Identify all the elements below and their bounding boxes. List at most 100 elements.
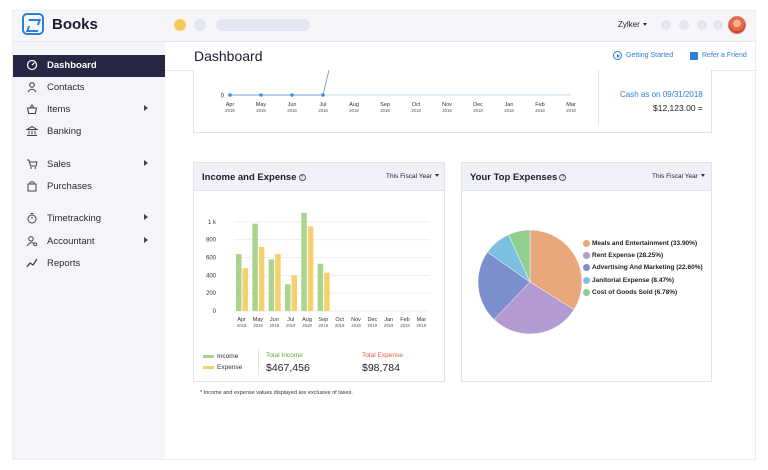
- expense-legend-swatch: [203, 366, 214, 369]
- notification-dot-icon[interactable]: [174, 19, 186, 31]
- cash-year-label: 2018: [473, 108, 483, 113]
- help-circle-icon[interactable]: ?: [298, 174, 306, 181]
- x-tick-year: 2019: [417, 323, 427, 328]
- pie-legend-item[interactable]: Cost of Goods Sold (6.78%): [583, 288, 677, 296]
- period-dropdown[interactable]: This Fiscal Year: [652, 173, 705, 180]
- expense-bar[interactable]: [242, 268, 249, 311]
- getting-started-link[interactable]: Getting Started: [626, 52, 674, 59]
- pie-slice[interactable]: [508, 229, 531, 283]
- recent-activity-icon[interactable]: [194, 19, 206, 31]
- cash-flow-chart: 0Apr2018May2018Jun2018Jul2018Aug2018Sep2…: [221, 70, 576, 113]
- expense-bar[interactable]: [324, 272, 330, 311]
- card-title: Your Top Expenses?: [470, 172, 567, 183]
- card-header: Income and Expense? This Fiscal Year: [194, 163, 444, 191]
- sidebar-item-timetracking[interactable]: Timetracking: [12, 208, 165, 230]
- period-label: This Fiscal Year: [652, 173, 698, 180]
- cash-month-label: Dec: [473, 102, 483, 108]
- sidebar-item-accountant[interactable]: Accountant: [12, 231, 165, 253]
- legend-dot-icon: [583, 276, 590, 284]
- cash-amount-suffix: =: [697, 103, 703, 113]
- refer-friend-link[interactable]: Refer a Friend: [702, 52, 747, 59]
- expense-bar[interactable]: [291, 275, 298, 311]
- play-circle-icon[interactable]: [613, 51, 622, 60]
- cash-year-label: 2018: [535, 108, 545, 113]
- x-tick-label: Aug: [302, 317, 312, 323]
- x-tick-year: 2019: [335, 323, 345, 328]
- cash-point[interactable]: [321, 93, 325, 97]
- pie-legend-item[interactable]: Meals and Entertainment (33.90%): [583, 240, 697, 247]
- quick-create-icon[interactable]: [661, 20, 671, 30]
- sidebar-item-purchases[interactable]: Purchases: [12, 176, 165, 198]
- y-tick-label: 0: [213, 309, 217, 315]
- expense-legend-label: Expense: [217, 364, 243, 371]
- org-switcher[interactable]: Zylker: [618, 20, 647, 29]
- cash-flow-card: 0 Apr 2018 May 2018 Jun 2018 Jul 2018 Aug 2018 Sep 2…: [193, 70, 712, 133]
- building-icon[interactable]: [690, 52, 698, 60]
- chevron-right-icon: [144, 105, 148, 111]
- totals-separator: [258, 349, 259, 375]
- x-tick-year: 2019: [286, 323, 296, 328]
- pie-slice[interactable]: [477, 251, 531, 320]
- cash-month-label: Sep: [380, 102, 390, 108]
- chevron-down-icon: [700, 174, 705, 177]
- pie-legend-item[interactable]: Janitorial Expense (8.47%): [583, 276, 674, 284]
- legend-dot-icon: [583, 264, 590, 272]
- sidebar-item-contacts[interactable]: Contacts: [12, 77, 165, 99]
- cash-month-label: May: [256, 102, 267, 108]
- pie-slice[interactable]: [493, 281, 575, 335]
- sidebar-item-dashboard[interactable]: Dashboard: [12, 55, 165, 77]
- income-bar[interactable]: [252, 223, 258, 311]
- income-bar[interactable]: [317, 263, 324, 311]
- sidebar-item-label: Sales: [47, 159, 71, 170]
- help-icon[interactable]: [713, 20, 723, 30]
- sidebar-item-label: Timetracking: [47, 213, 102, 224]
- cash-point[interactable]: [259, 93, 263, 97]
- cash-zero-label: 0: [221, 94, 225, 100]
- cash-year-label: 2018: [411, 108, 421, 113]
- pie-legend-label: Rent Expense (28.25%): [592, 252, 664, 260]
- cash-year-label: 2018: [256, 108, 266, 113]
- app-title: Books: [52, 16, 98, 33]
- income-bar[interactable]: [285, 284, 291, 311]
- contacts-icon: [25, 81, 39, 95]
- sidebar-item-reports[interactable]: Reports: [12, 253, 165, 275]
- income-bar[interactable]: [268, 259, 275, 311]
- sidebar-item-items[interactable]: Items: [12, 99, 165, 121]
- expense-bar[interactable]: [307, 226, 314, 311]
- cash-point[interactable]: [228, 93, 232, 97]
- x-tick-label: May: [253, 317, 264, 323]
- x-tick-label: Dec: [367, 317, 377, 323]
- cash-year-label: 2018: [566, 108, 576, 113]
- period-dropdown[interactable]: This Fiscal Year: [386, 173, 439, 180]
- cash-point[interactable]: [290, 93, 294, 97]
- cash-month-label: Jun: [288, 102, 297, 108]
- pie-slice[interactable]: [529, 229, 583, 310]
- y-tick-label: 200: [206, 291, 217, 297]
- sidebar-item-sales[interactable]: Sales: [12, 154, 165, 176]
- cash-year-label: 2018: [349, 108, 359, 113]
- sidebar-item-label: Accountant: [47, 236, 95, 247]
- help-circle-icon[interactable]: ?: [559, 174, 567, 181]
- settings-icon[interactable]: [697, 20, 707, 30]
- sidebar-item-banking[interactable]: Banking: [12, 121, 165, 143]
- notifications-icon[interactable]: [679, 20, 689, 30]
- y-tick-label: 600: [206, 256, 217, 262]
- income-bar[interactable]: [236, 253, 242, 311]
- expense-bar[interactable]: [275, 253, 281, 311]
- pie-legend-item[interactable]: Advertising And Marketing (22.60%): [583, 264, 703, 272]
- x-tick-year: 2019: [368, 323, 378, 328]
- cash-flow-line: [230, 70, 330, 96]
- chevron-right-icon: [144, 160, 148, 166]
- org-name: Zylker: [618, 20, 640, 29]
- pie-legend-item[interactable]: Rent Expense (28.25%): [583, 252, 664, 260]
- cash-year-label: 2018: [504, 108, 514, 113]
- x-tick-label: Feb: [400, 317, 409, 323]
- search-input[interactable]: [216, 19, 310, 31]
- books-logo-icon[interactable]: [22, 13, 44, 35]
- income-bar[interactable]: [301, 213, 307, 311]
- expense-bar[interactable]: [258, 246, 265, 311]
- cash-year-label: 2018: [225, 108, 235, 113]
- avatar[interactable]: [728, 16, 746, 34]
- cash-separator: [598, 70, 599, 125]
